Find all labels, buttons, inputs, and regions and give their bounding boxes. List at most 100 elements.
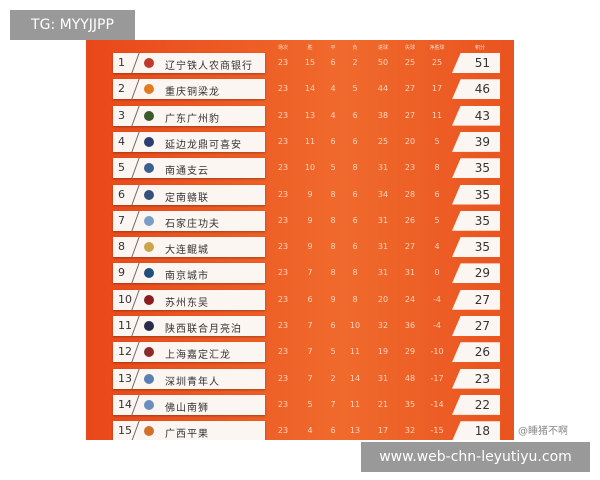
stat-2: 5: [330, 163, 336, 173]
stat-3: 8: [352, 268, 358, 278]
team-name: 广西平果: [165, 429, 209, 440]
stat-0: 23: [277, 426, 289, 436]
team-logo-icon: [144, 347, 154, 358]
stat-0: 23: [277, 215, 289, 225]
stat-1: 9: [307, 242, 313, 252]
table-row: 11 陕西联合月亮泊 23 7 6 10 32 36 -4 27: [86, 315, 514, 337]
column-header: 积分: [474, 45, 486, 51]
points: 35: [474, 240, 490, 255]
team-logo-icon: [144, 110, 154, 121]
team-cell: 12 上海嘉定汇龙: [113, 342, 265, 363]
stat-1: 7: [307, 321, 313, 330]
stat-0: 23: [277, 321, 289, 330]
stat-3: 11: [349, 347, 361, 357]
rank: 8: [118, 240, 125, 254]
table-row: 7 石家庄功夫 23 9 8 6 31 26 5 35: [86, 210, 514, 232]
stat-5: 28: [404, 189, 416, 199]
team-cell: 8 大连鲲城: [113, 237, 265, 258]
stat-1: 14: [304, 84, 316, 94]
points-cell: 26: [452, 342, 500, 363]
divider: [131, 105, 140, 126]
column-header: 失球: [404, 45, 416, 51]
team-name: 南京城市: [165, 271, 209, 283]
stat-5: 24: [404, 294, 416, 304]
points: 23: [474, 371, 490, 386]
stat-5: 20: [404, 136, 416, 146]
team-logo-icon: [144, 426, 154, 437]
team-name: 陕西联合月亮泊: [165, 324, 242, 335]
points-cell: 27: [452, 289, 500, 310]
column-header: 平: [330, 45, 336, 51]
divider: [131, 394, 140, 415]
stat-1: 15: [304, 58, 316, 67]
stat-3: 14: [349, 373, 361, 383]
stat-4: 31: [377, 163, 389, 173]
stat-6: 17: [431, 84, 443, 94]
team-name: 广东广州豹: [165, 113, 220, 125]
team-cell: 5 南通支云: [113, 158, 265, 179]
column-header: 进球: [377, 45, 389, 51]
team-name: 苏州东吴: [165, 297, 209, 309]
stat-2: 6: [330, 321, 336, 330]
divider: [131, 237, 140, 258]
divider: [131, 79, 140, 100]
stat-4: 25: [377, 136, 389, 146]
team-name: 上海嘉定汇龙: [165, 350, 231, 362]
stat-0: 23: [277, 110, 289, 120]
team-logo-icon: [144, 84, 154, 95]
points: 43: [474, 108, 490, 123]
points-cell: 29: [452, 263, 500, 284]
divider: [131, 131, 140, 152]
stat-3: 6: [352, 136, 358, 146]
table-row: 2 重庆铜梁龙 23 14 4 5 44 27 17 46: [86, 78, 514, 100]
stat-6: 25: [431, 58, 443, 67]
divider: [131, 316, 140, 336]
stat-3: 6: [352, 110, 358, 120]
stat-4: 17: [377, 426, 389, 436]
stat-6: 8: [434, 163, 440, 173]
points: 46: [474, 82, 490, 97]
stat-4: 38: [377, 110, 389, 120]
stat-0: 23: [277, 163, 289, 173]
divider: [131, 158, 140, 179]
stat-1: 13: [304, 110, 316, 120]
stat-0: 23: [277, 268, 289, 278]
team-cell: 9 南京城市: [113, 263, 265, 284]
points-cell: 43: [452, 105, 500, 126]
team-cell: 4 延边龙鼎可喜安: [113, 131, 265, 152]
points: 26: [474, 345, 490, 360]
stat-5: 29: [404, 347, 416, 357]
stat-0: 23: [277, 399, 289, 409]
stat-3: 13: [349, 426, 361, 436]
rank: 5: [118, 161, 125, 175]
table-row: 14 佛山南狮 23 5 7 11 21 35 -14 22: [86, 394, 514, 416]
points-cell: 22: [452, 394, 500, 415]
tg-label: TG: MYYJJPP: [10, 10, 135, 40]
stat-2: 6: [330, 426, 336, 436]
table-row: 1 辽宁铁人农商银行 23 15 6 2 50 25 25 51: [86, 52, 514, 74]
points-cell: 35: [452, 237, 500, 258]
stat-5: 36: [404, 321, 416, 330]
points: 35: [474, 187, 490, 202]
team-cell: 3 广东广州豹: [113, 105, 265, 126]
team-logo-icon: [144, 215, 154, 226]
stat-0: 23: [277, 136, 289, 146]
stat-1: 7: [307, 268, 313, 278]
points-cell: 27: [452, 316, 500, 336]
rank: 3: [118, 108, 125, 122]
stat-0: 23: [277, 242, 289, 252]
team-logo-icon: [144, 373, 154, 384]
stat-6: 5: [434, 136, 440, 146]
table-row: 9 南京城市 23 7 8 8 31 31 0 29: [86, 262, 514, 284]
team-name: 重庆铜梁龙: [165, 87, 220, 99]
points-cell: 35: [452, 210, 500, 231]
rank: 13: [118, 371, 132, 385]
stat-2: 8: [330, 215, 336, 225]
stat-5: 27: [404, 242, 416, 252]
stat-3: 5: [352, 84, 358, 94]
url-label[interactable]: www.web-chn-leyutiyu.com: [361, 442, 590, 472]
stat-5: 25: [404, 58, 416, 67]
stat-1: 4: [307, 426, 313, 436]
stat-6: 4: [434, 242, 440, 252]
stat-5: 31: [404, 268, 416, 278]
